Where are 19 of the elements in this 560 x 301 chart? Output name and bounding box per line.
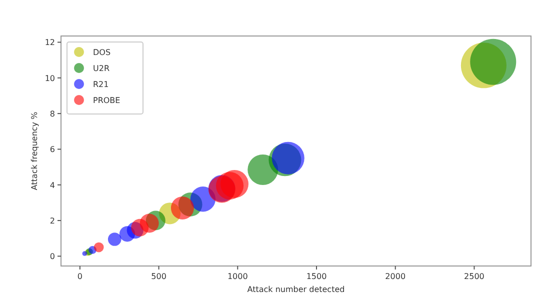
y-tick-label: 4 [50,180,55,190]
legend-label: R21 [93,80,109,89]
y-tick-label: 12 [44,38,55,48]
x-tick-label: 500 [151,272,166,281]
x-axis-title: Attack number detected [247,285,345,294]
y-tick-label: 6 [50,145,55,154]
legend-label: PROBE [93,96,120,105]
legend-label: DOS [93,48,111,57]
x-tick-label: 0 [77,272,82,281]
x-tick-label: 1000 [227,272,248,281]
x-tick-label: 2000 [385,272,406,281]
y-tick-label: 10 [44,74,55,83]
y-tick-label: 8 [50,110,55,119]
y-tick-label: 0 [50,252,55,262]
x-tick-label: 2500 [464,272,484,281]
y-tick-label: 2 [50,216,55,226]
legend-label: U2R [93,64,110,73]
y-axis-title: Attack frequency % [30,111,39,190]
x-tick-label: 1500 [306,272,327,281]
